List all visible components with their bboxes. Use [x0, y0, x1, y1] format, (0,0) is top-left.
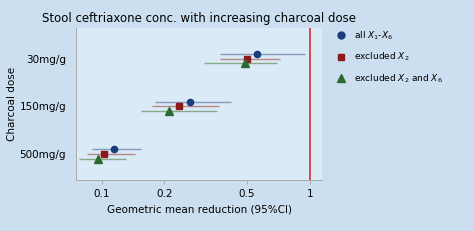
X-axis label: Geometric mean reduction (95%CI): Geometric mean reduction (95%CI): [107, 205, 292, 215]
Title: Stool ceftriaxone conc. with increasing charcoal dose: Stool ceftriaxone conc. with increasing …: [42, 12, 356, 25]
Legend: all $X_1$-$X_6$, excluded $X_2$, excluded $X_2$ and $X_6$: all $X_1$-$X_6$, excluded $X_2$, exclude…: [332, 29, 443, 85]
Y-axis label: Charcoal dose: Charcoal dose: [7, 67, 17, 141]
